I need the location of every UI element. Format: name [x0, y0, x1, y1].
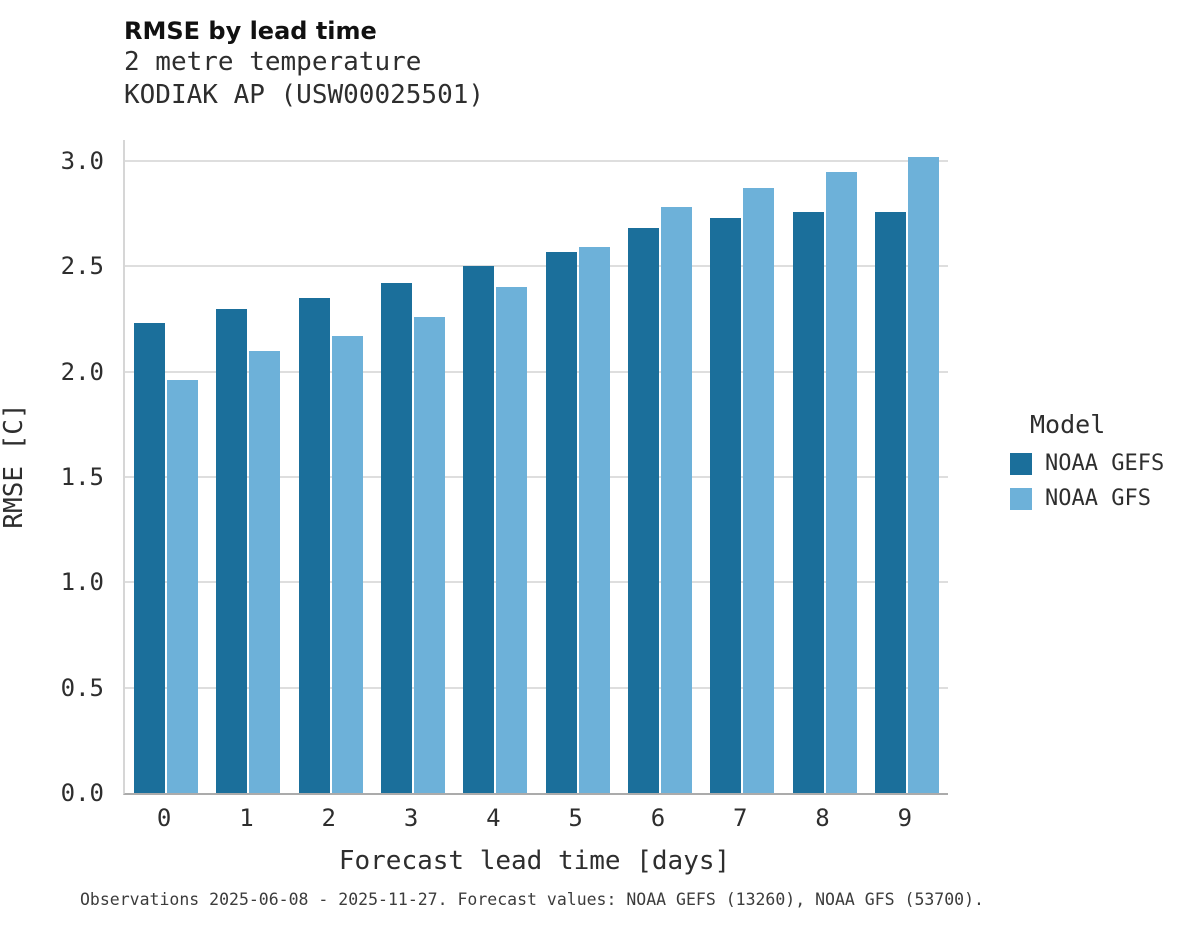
gridline [125, 265, 948, 268]
bar-noaa-gfs-day-4 [496, 287, 528, 793]
x-tick-label: 7 [733, 804, 748, 832]
bar-noaa-gfs-day-2 [331, 335, 363, 793]
legend-swatch-noaa-gfs-icon [1010, 487, 1032, 510]
bar-group-day-5 [536, 140, 618, 793]
y-tick-label: 2.5 [60, 252, 104, 281]
legend: Model NOAA GEFS NOAA GFS [1010, 410, 1164, 511]
x-axis-tick-labels: 0 1 2 3 4 5 6 7 8 9 [123, 806, 946, 830]
x-tick-label: 1 [239, 804, 254, 832]
gridline [125, 160, 948, 163]
bar-group-day-9 [866, 140, 948, 793]
legend-swatch-noaa-gefs-icon [1010, 452, 1032, 475]
bar-noaa-gfs-day-9 [907, 156, 939, 793]
chart-subtitle-variable: 2 metre temperature [124, 47, 422, 77]
bar-group-day-6 [619, 140, 701, 793]
x-tick-label: 4 [486, 804, 501, 832]
bar-noaa-gfs-day-3 [414, 316, 446, 793]
bar-group-day-3 [372, 140, 454, 793]
bar-noaa-gefs-day-1 [216, 308, 248, 793]
bar-noaa-gefs-day-4 [463, 266, 495, 793]
chart-header: RMSE by lead time 2 metre temperature KO… [124, 16, 484, 112]
bar-noaa-gefs-day-0 [134, 323, 166, 793]
x-tick-label: 8 [815, 804, 830, 832]
y-tick-label: 2.0 [60, 357, 104, 386]
legend-entry-noaa-gfs: NOAA GFS [1010, 486, 1164, 511]
footer-caption: Observations 2025-06-08 - 2025-11-27. Fo… [80, 890, 984, 909]
legend-entry-noaa-gefs: NOAA GEFS [1010, 451, 1164, 476]
x-tick-label: 0 [156, 804, 172, 832]
bar-noaa-gefs-day-3 [381, 283, 413, 793]
bar-group-day-4 [454, 140, 536, 793]
chart-title: RMSE by lead time [124, 17, 377, 45]
bar-group-day-1 [207, 140, 289, 793]
bar-group-day-0 [125, 140, 207, 793]
y-tick-label: 1.0 [60, 568, 104, 597]
gridlines [125, 140, 948, 793]
bar-noaa-gfs-day-0 [167, 380, 199, 793]
x-tick-label: 5 [568, 804, 583, 832]
chart-subtitle-station: KODIAK AP (USW00025501) [124, 79, 485, 110]
bar-group-day-7 [701, 140, 783, 793]
bar-noaa-gfs-day-6 [660, 207, 692, 793]
gridline [125, 476, 948, 479]
gridline [125, 581, 948, 584]
bar-noaa-gefs-day-7 [710, 217, 742, 793]
x-axis-label: Forecast lead time [days] [338, 846, 731, 876]
bar-groups [125, 140, 948, 793]
bar-noaa-gfs-day-7 [743, 188, 775, 793]
bar-group-day-8 [783, 140, 865, 793]
x-tick-label: 9 [897, 804, 913, 832]
y-tick-label: 3.0 [60, 147, 104, 176]
bar-noaa-gfs-day-1 [249, 350, 281, 793]
bar-noaa-gefs-day-2 [298, 297, 330, 793]
legend-label-noaa-gfs: NOAA GFS [1045, 486, 1151, 511]
gridline [125, 686, 948, 689]
x-tick-label: 2 [321, 804, 336, 832]
y-tick-label: 0.0 [60, 779, 104, 807]
x-tick-label: 6 [650, 804, 666, 832]
legend-title: Model [1030, 410, 1106, 439]
y-tick-label: 1.5 [60, 463, 104, 492]
bar-noaa-gefs-day-5 [545, 251, 577, 793]
bar-noaa-gfs-day-5 [578, 247, 610, 793]
bar-group-day-2 [290, 140, 372, 793]
bar-noaa-gefs-day-6 [627, 228, 659, 793]
legend-label-noaa-gefs: NOAA GEFS [1045, 451, 1165, 476]
bar-noaa-gefs-day-9 [874, 211, 906, 793]
x-tick-label: 3 [403, 804, 419, 832]
gridline [125, 370, 948, 373]
y-tick-label: 0.5 [60, 673, 104, 702]
plot-area [123, 140, 948, 795]
bar-noaa-gefs-day-8 [792, 211, 824, 793]
bar-noaa-gfs-day-8 [825, 171, 857, 793]
y-axis-tick-labels: 0.0 0.5 1.0 1.5 2.0 2.5 3.0 [0, 140, 110, 805]
